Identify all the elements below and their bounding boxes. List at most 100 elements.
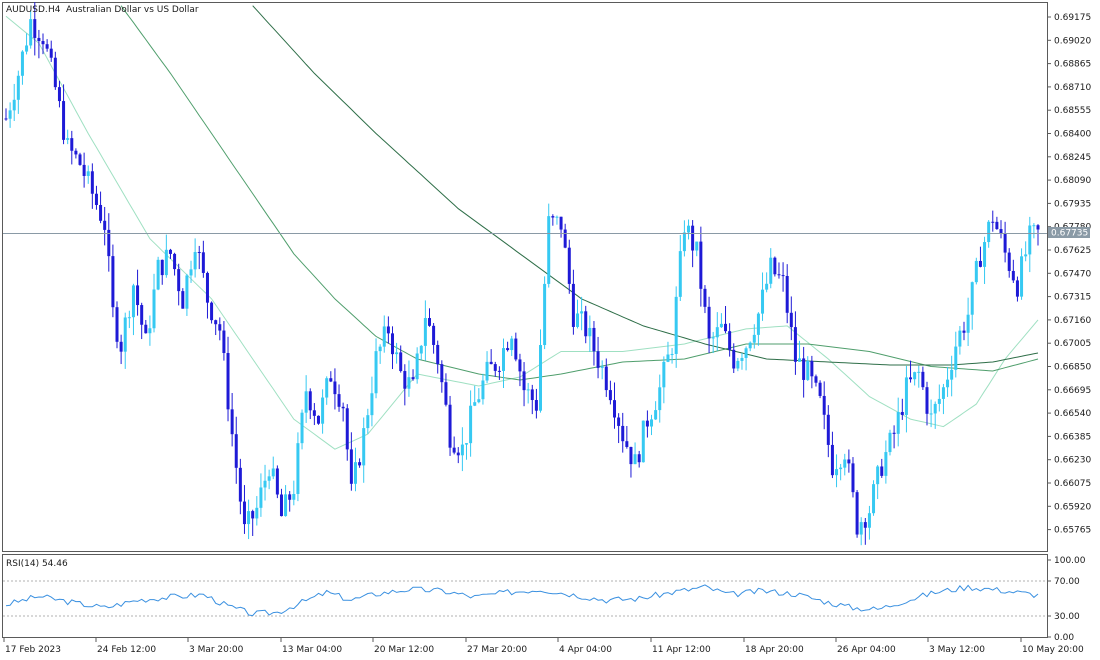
candle-body — [555, 216, 559, 218]
candle-body — [181, 291, 185, 309]
rsi-pane[interactable] — [2, 554, 1048, 638]
candle-body — [189, 269, 193, 276]
candle-body — [629, 446, 633, 465]
rsi-axis: 100.00 70.00 30.00 0.00 — [1047, 556, 1086, 643]
candle-body — [991, 221, 995, 223]
candle-body — [970, 282, 974, 315]
candle-body — [74, 150, 78, 155]
candle-body — [740, 357, 744, 361]
candle-body — [255, 507, 259, 519]
candle-body — [62, 101, 66, 140]
candle-body — [115, 307, 119, 342]
candle-body — [621, 425, 625, 442]
candle-body — [756, 313, 760, 335]
candle-body — [45, 44, 49, 49]
price-tick-label: 0.67005 — [1054, 339, 1091, 349]
candle-body — [974, 260, 978, 283]
candle-body — [164, 249, 168, 276]
candle-body — [711, 337, 715, 339]
candle-body — [983, 242, 987, 267]
price-tick-label: 0.66850 — [1054, 363, 1091, 373]
candle-body — [904, 377, 908, 415]
price-tick-label: 0.69175 — [1054, 13, 1091, 23]
candle-body — [867, 513, 871, 528]
candle-body — [292, 493, 296, 500]
candle-body — [900, 411, 904, 415]
time-tick-label: 20 Mar 12:00 — [374, 645, 434, 655]
candle-body — [687, 225, 691, 233]
price-tick-label: 0.68710 — [1054, 83, 1091, 93]
candle-body — [370, 393, 374, 416]
candle-body — [543, 283, 547, 346]
candle-body — [999, 229, 1003, 235]
chart-timeframe: H4 — [48, 5, 61, 15]
candle-body — [995, 221, 999, 230]
candle-body — [954, 346, 958, 370]
price-tick-label: 0.68555 — [1054, 106, 1091, 116]
candle-body — [736, 360, 740, 369]
candle-body — [748, 342, 752, 349]
candle-body — [843, 459, 847, 468]
candle-body — [613, 400, 617, 418]
candle-body — [691, 225, 695, 251]
candle-body — [464, 443, 468, 445]
candle-body — [353, 462, 357, 484]
candle-body — [580, 311, 584, 314]
price-tick-label: 0.66075 — [1054, 479, 1091, 489]
rsi-path — [5, 584, 1039, 617]
candle-body — [559, 216, 563, 230]
candle-body — [419, 345, 423, 354]
candle-body — [160, 259, 164, 276]
candle-body — [469, 405, 473, 444]
candle-body — [366, 415, 370, 429]
candle-body — [514, 338, 518, 360]
candle-body — [152, 289, 156, 329]
candle-body — [501, 348, 505, 371]
candle-body — [806, 360, 810, 380]
candle-body — [493, 364, 497, 371]
candle-body — [444, 382, 448, 405]
candle-body — [341, 406, 345, 409]
candle-body — [732, 349, 736, 369]
price-pane[interactable] — [2, 2, 1048, 552]
candle-body — [1003, 234, 1007, 253]
candle-body — [456, 452, 460, 456]
candle-body — [855, 492, 859, 535]
chart-symbol: AUDUSD. — [6, 5, 48, 15]
candle-body — [382, 326, 386, 347]
candle-body — [415, 353, 419, 380]
candle-body — [140, 305, 144, 325]
price-tick-label: 0.65765 — [1054, 526, 1091, 536]
candle-body — [131, 285, 135, 318]
candle-body — [386, 326, 390, 334]
candle-body — [37, 37, 41, 42]
candle-body — [448, 404, 452, 448]
candle-body — [510, 338, 514, 351]
candle-body — [950, 369, 954, 380]
candle-body — [909, 377, 913, 380]
candle-body — [127, 317, 131, 319]
candle-body — [966, 314, 970, 333]
candle-body — [641, 420, 645, 463]
price-axis[interactable]: 0.69175 0.69020 0.68865 0.68710 0.68555 0.684… — [1047, 13, 1091, 536]
candle-body — [70, 138, 74, 151]
candle-body — [884, 452, 888, 476]
candle-body — [197, 252, 201, 254]
price-tick-label: 0.67935 — [1054, 199, 1091, 209]
rsi-level-label: 30.00 — [1054, 612, 1080, 622]
candle-body — [119, 341, 123, 352]
time-axis[interactable]: 17 Feb 2023 24 Feb 12:00 3 Mar 20:00 13 Mar… — [3, 638, 1084, 655]
candle-body — [57, 87, 61, 102]
candle-body — [86, 171, 90, 176]
candle-body — [279, 494, 283, 517]
candle-body — [851, 463, 855, 493]
candle-body — [576, 313, 580, 327]
candle-body — [793, 327, 797, 362]
candle-body — [1028, 225, 1032, 255]
price-tick-label: 0.66695 — [1054, 386, 1091, 396]
candle-body — [481, 380, 485, 400]
time-tick-label: 10 May 20:00 — [1022, 645, 1084, 655]
candle-body — [798, 358, 802, 362]
